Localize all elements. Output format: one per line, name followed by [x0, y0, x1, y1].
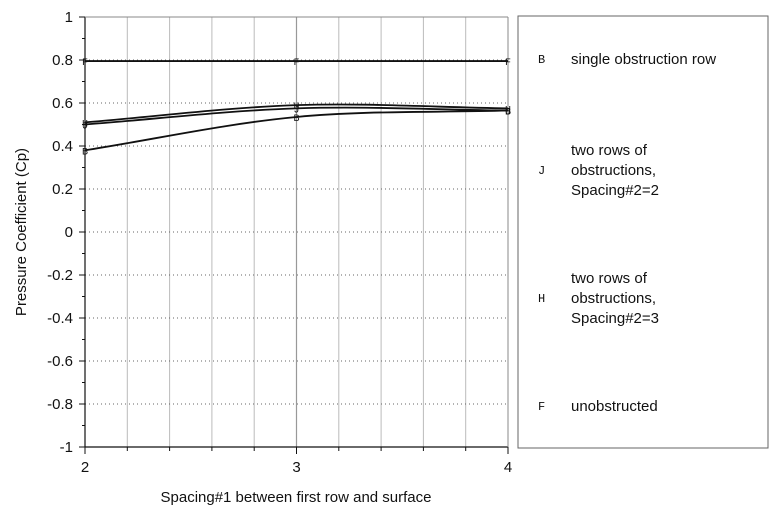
legend-marker-h: H [538, 292, 545, 306]
y-tick-label: 0.8 [52, 52, 73, 69]
legend-box [518, 16, 768, 448]
y-tick-label: 0 [65, 224, 73, 241]
y-tick-label: -1 [60, 439, 73, 456]
legend-label: obstructions, [571, 162, 656, 179]
grid [85, 17, 508, 447]
axes [79, 17, 508, 454]
y-tick-label: 0.4 [52, 138, 73, 155]
y-tick-label: 0.6 [52, 95, 73, 112]
data-point-marker: B [82, 147, 88, 158]
x-tick-label: 2 [81, 459, 89, 476]
y-tick-label: -0.4 [47, 310, 73, 327]
x-tick-label: 4 [504, 459, 512, 476]
tick-labels: 1 0.8 0.6 0.4 0.2 0 -0.2 -0.4 -0.6 -0.8 -1 2 3 4 [47, 9, 512, 476]
y-tick-label: -0.6 [47, 353, 73, 370]
data-point-marker: H [82, 119, 88, 130]
data-point-marker: H [293, 102, 299, 113]
legend-marker-j: J [538, 164, 545, 178]
legend-label: two rows of [571, 270, 648, 287]
y-tick-label: 0.2 [52, 181, 73, 198]
x-tick-label: 3 [292, 459, 300, 476]
legend-marker-b: B [538, 53, 545, 67]
y-tick-label: -0.8 [47, 396, 73, 413]
legend-marker-f: F [538, 400, 545, 414]
data-point-marker: H [505, 105, 511, 116]
y-tick-label: 1 [65, 9, 73, 26]
legend-label: unobstructed [571, 398, 658, 415]
legend-label: single obstruction row [571, 51, 716, 68]
y-axis-title: Pressure Coefficient (Cp) [13, 148, 30, 316]
data-point-marker: F [505, 58, 511, 69]
legend-label: obstructions, [571, 290, 656, 307]
data-point-marker: F [293, 58, 299, 69]
legend-label: Spacing#2=3 [571, 310, 659, 327]
x-axis-title: Spacing#1 between first row and surface [161, 489, 432, 506]
legend-label: Spacing#2=2 [571, 182, 659, 199]
data-point-marker: F [82, 58, 88, 69]
legend-label: two rows of [571, 142, 648, 159]
y-tick-label: -0.2 [47, 267, 73, 284]
